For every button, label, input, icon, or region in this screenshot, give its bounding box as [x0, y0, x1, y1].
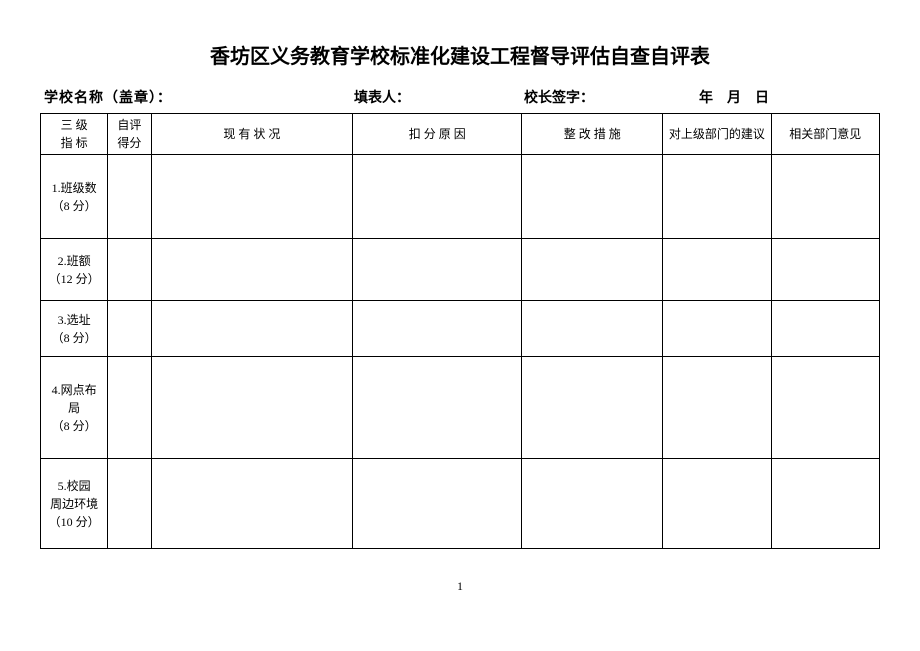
cell [522, 357, 663, 459]
cell [663, 155, 771, 239]
col-header-status: 现 有 状 况 [151, 114, 353, 155]
col-header-suggestion: 对上级部门的建议 [663, 114, 771, 155]
cell [108, 459, 151, 549]
date-label: 年 月 日 [699, 87, 880, 107]
row-label: 2.班额（12 分） [41, 239, 108, 301]
cell [771, 239, 879, 301]
cell [771, 301, 879, 357]
table-header-row: 三 级指 标 自评得分 现 有 状 况 扣 分 原 因 整 改 措 施 对上级部… [41, 114, 880, 155]
signer-label: 校长签字： [524, 87, 699, 107]
col-header-opinion: 相关部门意见 [771, 114, 879, 155]
cell [663, 301, 771, 357]
cell [151, 301, 353, 357]
cell [522, 155, 663, 239]
cell [771, 155, 879, 239]
cell [663, 357, 771, 459]
cell [108, 155, 151, 239]
table-row: 3.选址（8 分） [41, 301, 880, 357]
cell [108, 239, 151, 301]
school-name-label: 学校名称（盖章）： [44, 87, 354, 107]
cell [353, 239, 522, 301]
cell [663, 459, 771, 549]
row-label: 1.班级数（8 分） [41, 155, 108, 239]
cell [151, 357, 353, 459]
row-label: 3.选址（8 分） [41, 301, 108, 357]
document-title: 香坊区义务教育学校标准化建设工程督导评估自查自评表 [40, 40, 880, 69]
cell [108, 301, 151, 357]
cell [353, 357, 522, 459]
col-header-measure: 整 改 措 施 [522, 114, 663, 155]
col-header-score: 自评得分 [108, 114, 151, 155]
cell [151, 459, 353, 549]
cell [522, 239, 663, 301]
row-label: 5.校园周边环境（10 分） [41, 459, 108, 549]
filler-label: 填表人： [354, 87, 524, 107]
cell [108, 357, 151, 459]
cell [522, 459, 663, 549]
cell [771, 357, 879, 459]
cell [353, 301, 522, 357]
col-header-indicator: 三 级指 标 [41, 114, 108, 155]
row-label: 4.网点布局（8 分） [41, 357, 108, 459]
table-row: 1.班级数（8 分） [41, 155, 880, 239]
cell [151, 239, 353, 301]
cell [353, 155, 522, 239]
evaluation-table: 三 级指 标 自评得分 现 有 状 况 扣 分 原 因 整 改 措 施 对上级部… [40, 113, 880, 549]
table-row: 5.校园周边环境（10 分） [41, 459, 880, 549]
table-row: 2.班额（12 分） [41, 239, 880, 301]
cell [353, 459, 522, 549]
table-body: 1.班级数（8 分） 2.班额（12 分） 3.选址（8 分） [41, 155, 880, 549]
cell [663, 239, 771, 301]
col-header-reason: 扣 分 原 因 [353, 114, 522, 155]
cell [771, 459, 879, 549]
table-row: 4.网点布局（8 分） [41, 357, 880, 459]
cell [522, 301, 663, 357]
page-number: 1 [40, 579, 880, 594]
cell [151, 155, 353, 239]
form-header-row: 学校名称（盖章）： 填表人： 校长签字： 年 月 日 [40, 87, 880, 107]
